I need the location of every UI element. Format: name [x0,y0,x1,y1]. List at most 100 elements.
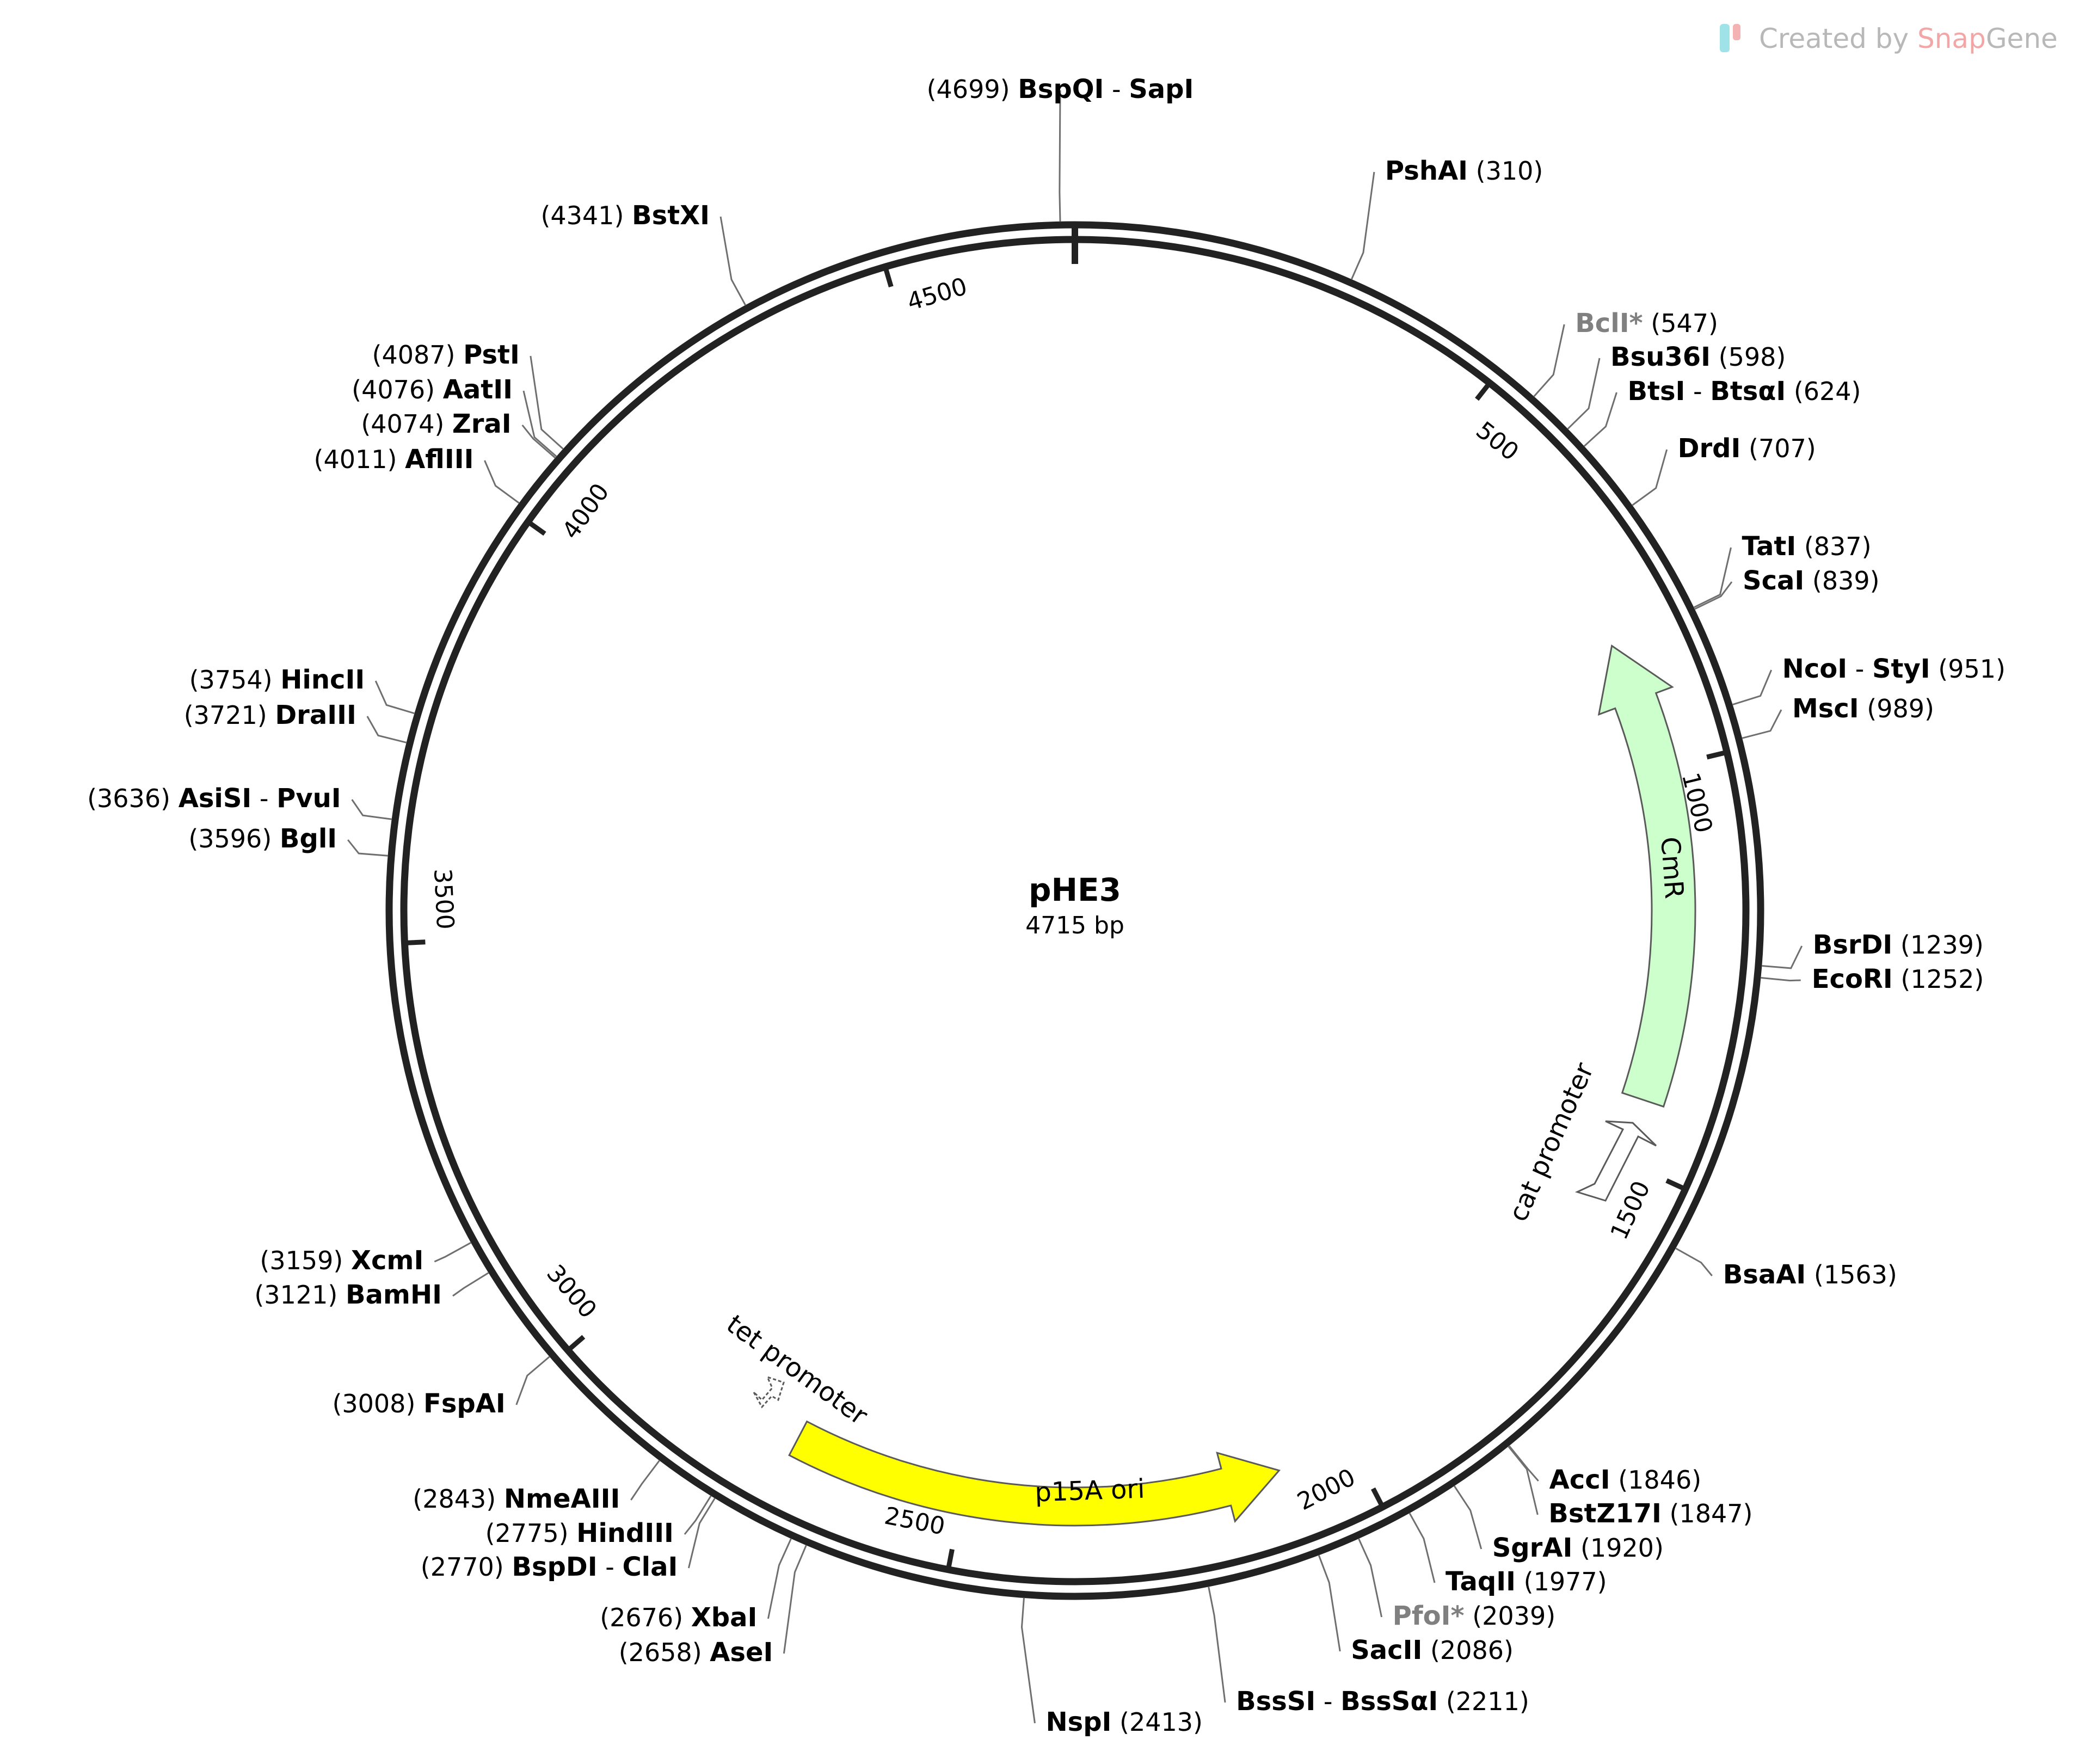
site-label-part: (3721) [184,700,267,730]
site-label: SacII (2086) [1351,1635,1514,1665]
site-label: NcoI - StyI (951) [1782,654,2006,684]
site-label-part: (3008) [332,1389,415,1418]
site-ncoi[interactable]: NcoI - StyI (951) [1732,654,2006,706]
site-label: EcoRI (1252) [1812,964,1984,994]
site-bspqi[interactable]: (4699) BspQI - SapI [927,74,1194,222]
site-label: (3721) DraIII [184,700,356,730]
feature-cmr[interactable]: CmR [1597,644,1696,1108]
restriction-sites: (4699) BspQI - SapI PshAI (310) BclI* (547… [87,74,2006,1737]
site-label-part: SapI [1129,74,1194,105]
site-bsrdi[interactable]: BsrDI (1239) [1761,930,1984,969]
site-scai[interactable]: ScaI (839) [1694,566,1880,610]
site-bstxi[interactable]: (4341) BstXI [540,200,747,306]
site-label-part: (2658) [619,1638,702,1667]
site-label: BtsI - BtsαI (624) [1627,376,1861,407]
site-leader [1675,1247,1713,1276]
site-fspai[interactable]: (3008) FspAI [332,1356,550,1419]
site-leader [1761,945,1803,969]
site-leader [530,355,564,450]
site-sacii[interactable]: SacII (2086) [1318,1554,1514,1665]
site-xbai[interactable]: (2676) XbaI [600,1538,792,1633]
site-hindiii[interactable]: (2775) HindIII [485,1495,712,1548]
site-label-part: BstZ17I [1548,1498,1662,1529]
site-label-part: StyI [1872,654,1930,684]
site-nspi[interactable]: NspI (2413) [1020,1597,1203,1737]
site-draiii[interactable]: (3721) DraIII [184,700,407,743]
site-label: TatI (837) [1742,531,1871,562]
site-label-part: (1563) [1814,1260,1897,1289]
site-bsu36i[interactable]: Bsu36I (598) [1567,342,1786,430]
site-bgli[interactable]: (3596) BglI [188,823,389,857]
cat-promoter-label: cat promoter [1503,1058,1600,1226]
site-label-part: SacII [1351,1635,1422,1665]
site-label-part: DraIII [275,700,356,730]
site-label-part: EcoRI [1812,964,1893,994]
site-afliii[interactable]: (4011) AflIII [314,444,520,504]
site-psti[interactable]: (4087) PstI [372,340,564,450]
site-label: PshAI (310) [1385,156,1543,186]
site-label-part: (1977) [1524,1567,1607,1596]
site-label-part: PvuI [276,783,341,814]
site-label: (4087) PstI [372,340,520,370]
site-bspdi[interactable]: (2770) BspDI - ClaI [421,1497,716,1582]
site-label-part: PfoI* [1393,1601,1465,1631]
site-bstz17i[interactable]: BstZ17I (1847) [1508,1446,1752,1529]
site-btsi[interactable]: BtsI - BtsαI (624) [1583,376,1861,447]
site-label: (2658) AseI [619,1637,773,1668]
site-drdi[interactable]: DrdI (707) [1632,433,1816,506]
tick-mark [1665,1178,1687,1191]
site-label: (4074) ZraI [361,409,511,439]
site-bsaai[interactable]: BsaAI (1563) [1675,1247,1897,1290]
site-ecori[interactable]: EcoRI (1252) [1760,964,1984,994]
site-gap [267,700,275,730]
site-label-part: (310) [1476,156,1543,186]
site-pshai[interactable]: PshAI (310) [1350,156,1543,280]
site-taqii[interactable]: TaqII (1977) [1408,1512,1607,1597]
site-bamhi[interactable]: (3121) BamHI [254,1272,489,1310]
created-by-text: Created by [1759,23,1917,54]
site-pfoi[interactable]: PfoI* (2039) [1357,1538,1555,1631]
site-gap [1859,694,1867,723]
site-label: Bsu36I (598) [1610,342,1786,372]
site-acci[interactable]: AccI (1846) [1508,1445,1702,1495]
site-asisi[interactable]: (3636) AsiSI - PvuI [87,783,392,820]
site-gap [444,409,452,439]
site-aatii[interactable]: (4076) AatII [352,374,557,458]
site-leader [374,680,415,715]
site-leader [719,216,747,306]
site-label-part: (1847) [1669,1499,1752,1528]
site-label-part: HindIII [576,1518,674,1548]
feature-tet-promoter[interactable]: tet promoter [721,1309,874,1431]
site-label-part: NmeAIII [504,1484,620,1514]
site-label-part: ScaI [1743,566,1804,596]
site-leader [1760,976,1801,982]
tet-promoter-arrow [753,1375,785,1409]
site-xcmi[interactable]: (3159) XcmI [260,1241,472,1276]
site-label: SgrAI (1920) [1492,1533,1664,1563]
site-bcli[interactable]: BclI* (547) [1533,308,1718,397]
p15a-ori-label: p15A ori [1034,1474,1145,1508]
site-sgrai[interactable]: SgrAI (1920) [1453,1485,1664,1563]
site-label-part: (837) [1804,532,1872,561]
site-label-part: (2211) [1446,1687,1529,1716]
site-label-part: BstXI [632,200,710,231]
site-bsssi[interactable]: BssSI - BssSαI (2211) [1208,1586,1529,1717]
tick-label: 3500 [428,868,459,930]
site-label-part: - [1847,654,1872,684]
site-leader [1567,358,1601,430]
site-tati[interactable]: TatI (837) [1693,531,1872,609]
site-label-part: AsiSI [179,783,252,814]
tick-mark [526,519,546,536]
site-zrai[interactable]: (4074) ZraI [361,409,556,459]
site-asei[interactable]: (2658) AseI [619,1545,807,1668]
site-label-part: (3636) [87,784,170,813]
site-msci[interactable]: MscI (989) [1742,693,1934,739]
site-nmeaiii[interactable]: (2843) NmeAIII [413,1460,661,1514]
feature-p15a-ori[interactable]: p15A ori [788,1420,1281,1527]
site-hincii[interactable]: (3754) HincII [189,665,415,715]
site-leader [1318,1554,1341,1652]
site-label-part: DrdI [1678,433,1741,464]
site-leader [1208,1586,1226,1703]
site-label-part: BsrDI [1813,930,1893,960]
site-leader [515,1356,550,1405]
